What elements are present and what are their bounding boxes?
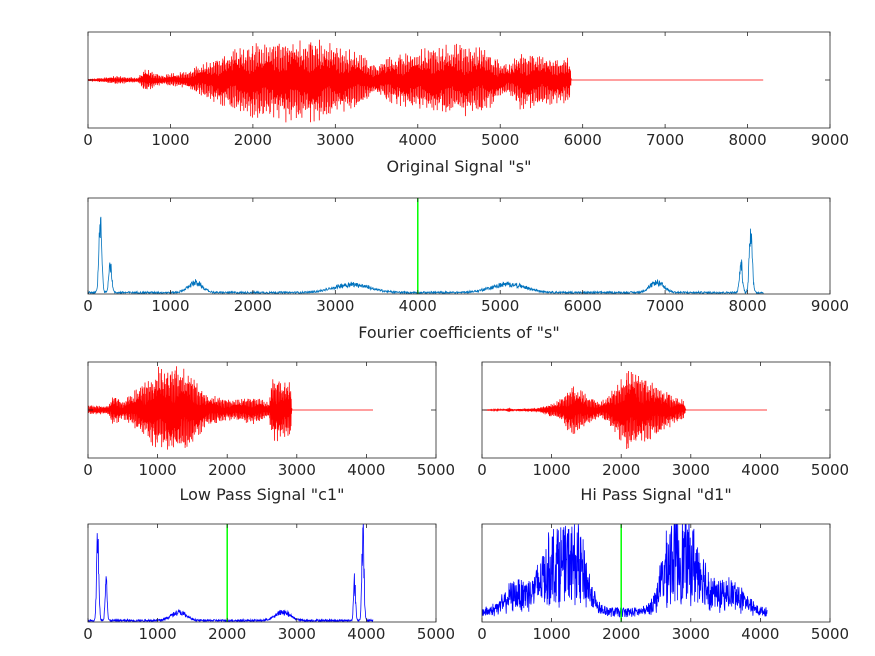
x-tick-label-fourier-c1-0: 0 — [83, 625, 93, 643]
x-tick-label-fourier-d1-3: 3000 — [672, 625, 710, 643]
x-tick-label-low-pass-4: 4000 — [347, 461, 385, 479]
series-line-hi-pass — [482, 370, 767, 450]
x-tick-label-fourier-c1-3: 3000 — [278, 625, 316, 643]
series-line-fourier-c1 — [88, 524, 374, 622]
x-tick-label-fourier-s-6: 6000 — [564, 297, 602, 315]
chart-original: 0 1000 2000 3000 4000 5000 6000 7000 8000 9000 Ori… — [83, 31, 849, 176]
x-tick-label-hi-pass-5: 5000 — [811, 461, 849, 479]
x-tick-label-hi-pass-2: 2000 — [602, 461, 640, 479]
x-tick-label-low-pass-2: 2000 — [208, 461, 246, 479]
x-tick-label-fourier-d1-4: 4000 — [741, 625, 779, 643]
x-tick-label-fourier-c1-4: 4000 — [347, 625, 385, 643]
x-tick-label-fourier-c1-5: 5000 — [417, 625, 455, 643]
x-tick-label-fourier-s-7: 7000 — [646, 297, 684, 315]
chart-hi-pass: 0 1000 2000 3000 4000 5000 Hi Pass Signal "d1" — [477, 361, 849, 504]
x-axis-label-hi-pass: Hi Pass Signal "d1" — [580, 485, 731, 504]
x-tick-label-low-pass-1: 1000 — [139, 461, 177, 479]
chart-fourier-c1: 0 1000 2000 3000 4000 5000 — [83, 523, 455, 643]
x-tick-label-fourier-s-8: 8000 — [728, 297, 766, 315]
x-tick-label-hi-pass-0: 0 — [477, 461, 487, 479]
x-tick-label-hi-pass-4: 4000 — [741, 461, 779, 479]
x-tick-label-original-5: 5000 — [481, 131, 519, 149]
axes-box-fourier-s — [87, 197, 831, 295]
axes-box-fourier-c1 — [87, 523, 437, 623]
x-tick-label-original-3: 3000 — [316, 131, 354, 149]
x-tick-label-fourier-c1-2: 2000 — [208, 625, 246, 643]
x-tick-label-fourier-d1-2: 2000 — [602, 625, 640, 643]
x-tick-label-fourier-s-0: 0 — [83, 297, 93, 315]
x-tick-label-low-pass-5: 5000 — [417, 461, 455, 479]
x-tick-label-original-4: 4000 — [399, 131, 437, 149]
chart-fourier-d1: 0 1000 2000 3000 4000 5000 — [477, 523, 849, 643]
chart-fourier-s: 0 1000 2000 3000 4000 5000 6000 7000 8000 9000 Fou… — [83, 197, 849, 342]
x-tick-label-original-6: 6000 — [564, 131, 602, 149]
x-tick-label-original-7: 7000 — [646, 131, 684, 149]
x-tick-label-original-1: 1000 — [151, 131, 189, 149]
series-line-fourier-d1 — [482, 524, 768, 618]
x-tick-label-hi-pass-3: 3000 — [672, 461, 710, 479]
x-tick-label-low-pass-0: 0 — [83, 461, 93, 479]
x-tick-label-fourier-s-2: 2000 — [234, 297, 272, 315]
series-line-fourier-s — [88, 216, 764, 294]
x-axis-label-low-pass: Low Pass Signal "c1" — [179, 485, 344, 504]
x-tick-label-fourier-d1-1: 1000 — [533, 625, 571, 643]
x-tick-label-original-8: 8000 — [728, 131, 766, 149]
x-tick-label-fourier-c1-1: 1000 — [139, 625, 177, 643]
x-tick-label-fourier-s-9: 9000 — [811, 297, 849, 315]
x-tick-label-hi-pass-1: 1000 — [533, 461, 571, 479]
x-tick-label-fourier-d1-5: 5000 — [811, 625, 849, 643]
x-axis-label-fourier-s: Fourier coefficients of "s" — [358, 323, 559, 342]
chart-low-pass: 0 1000 2000 3000 4000 5000 Low Pass Signal "c1… — [83, 361, 455, 504]
x-tick-label-original-9: 9000 — [811, 131, 849, 149]
x-tick-label-fourier-d1-0: 0 — [477, 625, 487, 643]
x-tick-label-fourier-s-4: 4000 — [399, 297, 437, 315]
x-tick-label-fourier-s-5: 5000 — [481, 297, 519, 315]
x-tick-label-low-pass-3: 3000 — [278, 461, 316, 479]
axes-box-fourier-d1 — [481, 523, 831, 623]
x-tick-label-original-2: 2000 — [234, 131, 272, 149]
x-tick-label-original-0: 0 — [83, 131, 93, 149]
x-tick-label-fourier-s-3: 3000 — [316, 297, 354, 315]
series-line-original — [88, 39, 764, 123]
x-tick-label-fourier-s-1: 1000 — [151, 297, 189, 315]
series-line-low-pass — [88, 366, 373, 450]
x-axis-label-original: Original Signal "s" — [387, 157, 532, 176]
